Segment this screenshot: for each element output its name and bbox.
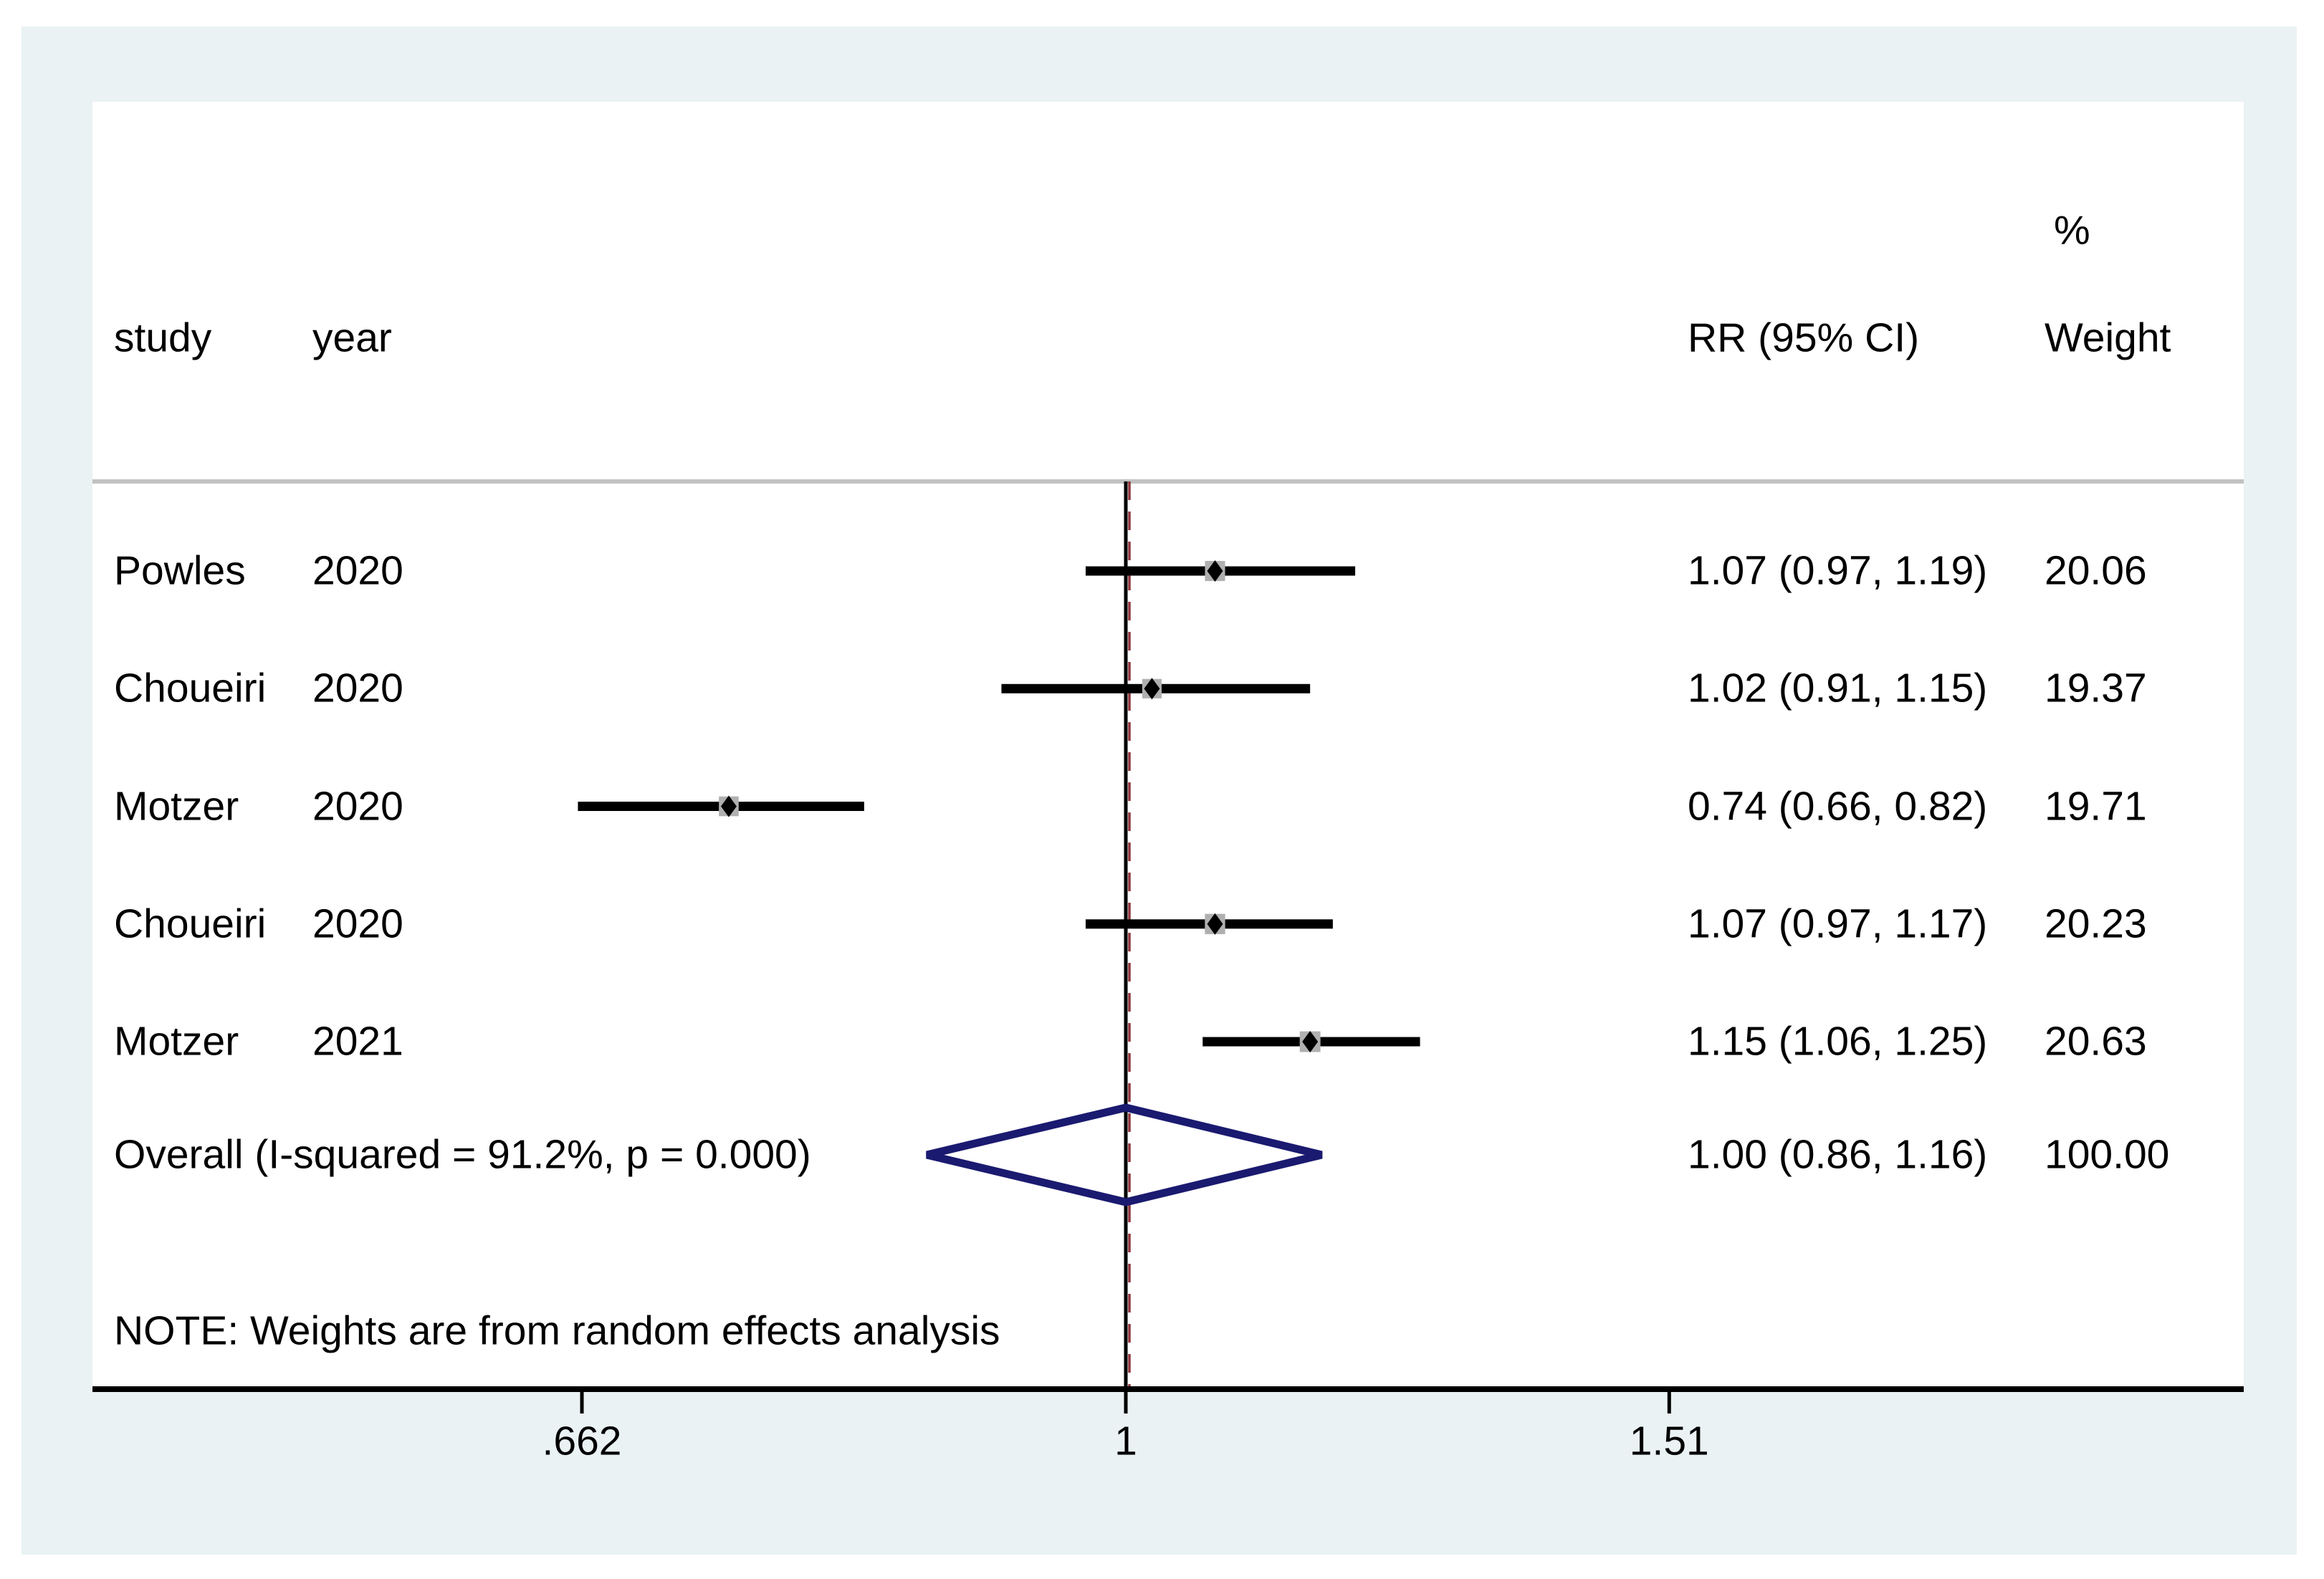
column-header-percent: % [2054,207,2090,254]
study-year-label: 2020 [312,901,403,947]
column-header-year: year [312,315,392,361]
study-year-label: 2020 [312,665,403,711]
rr-ci-value-label: 1.02 (0.91, 1.15) [1688,665,1988,711]
rr-ci-value-label: 1.15 (1.06, 1.25) [1688,1018,1988,1065]
column-header-weight: Weight [2045,315,2171,361]
column-header-study: study [114,315,212,361]
point-estimate-marker [1302,1031,1319,1052]
weight-value-label: 19.37 [2045,665,2147,711]
rr-ci-value-label: 1.07 (0.97, 1.19) [1688,547,1988,594]
note-text: NOTE: Weights are from random effects an… [114,1307,1000,1354]
rr-ci-value-label: 1.07 (0.97, 1.17) [1688,901,1988,947]
weight-value-label: 20.23 [2045,901,2147,947]
column-header-rr-ci: RR (95% CI) [1688,315,1920,361]
overall-weight-value: 100.00 [2045,1131,2170,1178]
point-estimate-marker [720,795,737,817]
study-name-label: Motzer [114,783,239,829]
x-axis-tick-label: 1.51 [1629,1418,1709,1464]
study-name-label: Powles [114,547,246,594]
study-year-label: 2020 [312,547,403,594]
x-axis-tick-label: .662 [542,1418,622,1464]
study-year-label: 2020 [312,783,403,829]
study-name-label: Choueiri [114,665,267,711]
rr-ci-value-label: 0.74 (0.66, 0.82) [1688,783,1988,829]
weight-value-label: 20.63 [2045,1018,2147,1065]
point-estimate-marker [1207,913,1223,935]
point-estimate-marker [1207,560,1223,582]
point-estimate-marker [1144,678,1160,700]
study-year-label: 2021 [312,1018,403,1065]
study-name-label: Motzer [114,1018,239,1065]
weight-value-label: 19.71 [2045,783,2147,829]
x-axis-tick-label: 1 [1114,1418,1137,1464]
overall-rr-value: 1.00 (0.86, 1.16) [1688,1131,1988,1178]
plot-region-background [92,102,2244,1388]
overall-row-label: Overall (I-squared = 91.2%, p = 0.000) [114,1131,811,1178]
overall-diamond [926,1103,1323,1206]
study-name-label: Choueiri [114,901,267,947]
weight-value-label: 20.06 [2045,547,2147,594]
